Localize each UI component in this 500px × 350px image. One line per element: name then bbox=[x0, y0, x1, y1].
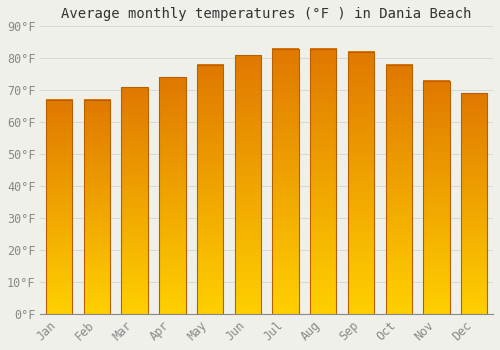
Bar bbox=[348, 52, 374, 314]
Bar bbox=[84, 100, 110, 314]
Bar bbox=[272, 49, 299, 314]
Bar bbox=[310, 49, 336, 314]
Title: Average monthly temperatures (°F ) in Dania Beach: Average monthly temperatures (°F ) in Da… bbox=[62, 7, 472, 21]
Bar bbox=[46, 100, 72, 314]
Bar bbox=[386, 65, 412, 314]
Bar bbox=[159, 77, 186, 314]
Bar bbox=[234, 55, 261, 314]
Bar bbox=[122, 87, 148, 314]
Bar bbox=[461, 93, 487, 314]
Bar bbox=[424, 80, 450, 314]
Bar bbox=[197, 65, 224, 314]
